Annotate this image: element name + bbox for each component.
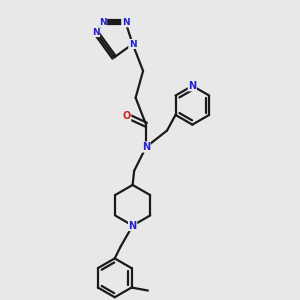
Text: N: N — [99, 18, 106, 27]
Text: N: N — [188, 81, 196, 91]
Text: N: N — [129, 220, 137, 231]
Text: N: N — [122, 18, 129, 27]
Text: N: N — [142, 142, 150, 152]
Text: O: O — [122, 111, 131, 121]
Text: N: N — [92, 28, 100, 37]
Text: N: N — [129, 40, 136, 49]
